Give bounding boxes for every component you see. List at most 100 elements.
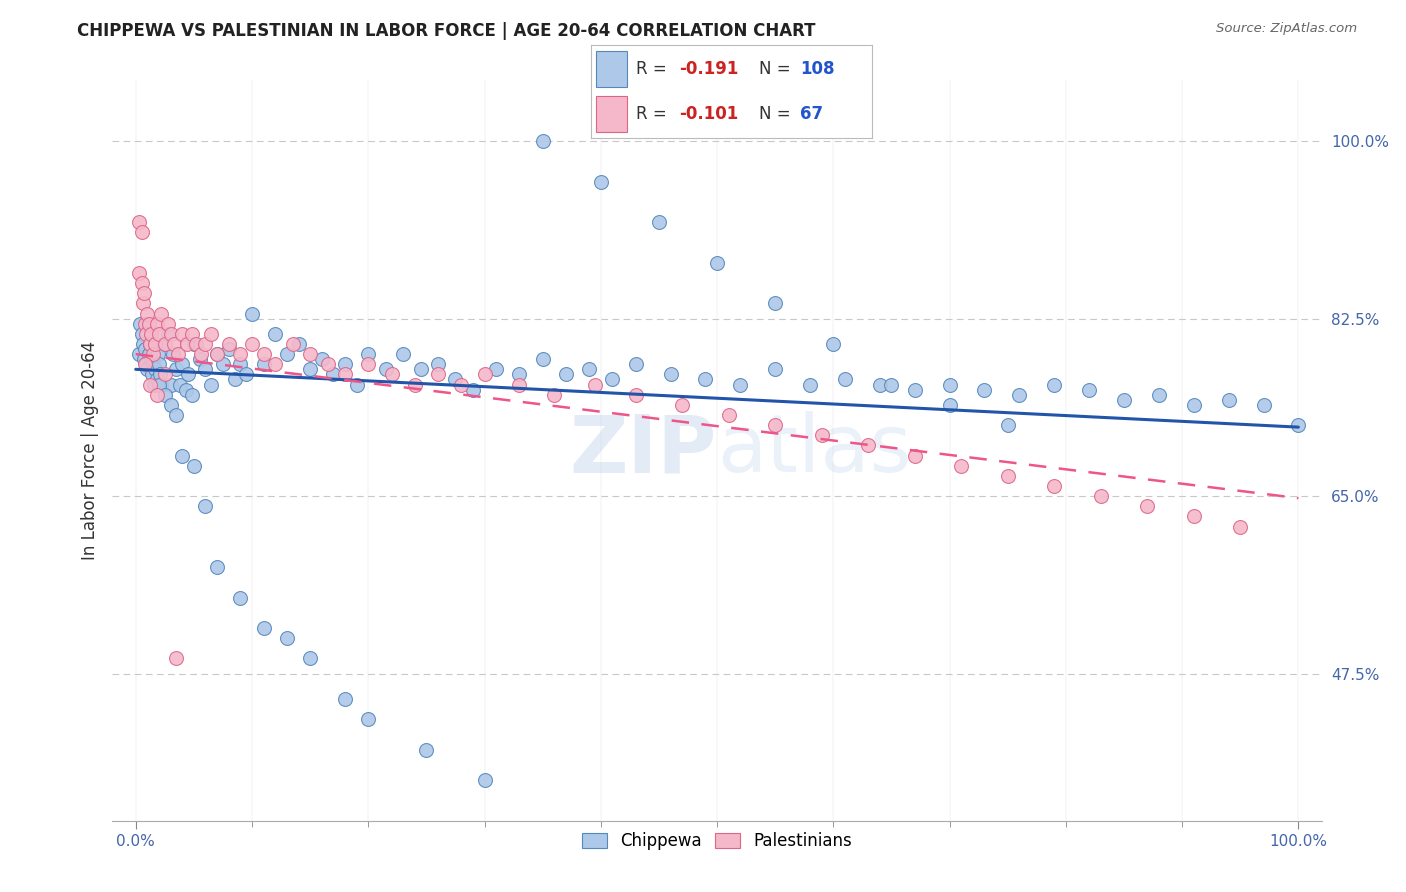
- Point: [357, 357, 380, 371]
- Point: [159, 398, 181, 412]
- Point: [474, 368, 496, 382]
- Point: [671, 398, 693, 412]
- Point: [281, 337, 304, 351]
- Point: [1078, 383, 1101, 397]
- Point: [508, 377, 530, 392]
- Point: [444, 372, 467, 386]
- Text: R =: R =: [636, 105, 672, 123]
- Point: [427, 368, 450, 382]
- Point: [146, 347, 169, 361]
- Point: [149, 368, 172, 382]
- Point: [163, 337, 186, 351]
- Text: -0.191: -0.191: [679, 60, 738, 78]
- Point: [856, 438, 880, 452]
- Point: [450, 377, 472, 392]
- Point: [159, 377, 181, 392]
- Point: [1008, 387, 1031, 401]
- Bar: [596, 51, 627, 87]
- Point: [589, 175, 612, 189]
- Point: [252, 621, 274, 635]
- Point: [763, 296, 786, 310]
- Point: [659, 368, 682, 382]
- Point: [139, 352, 162, 367]
- Point: [229, 347, 252, 361]
- Point: [415, 742, 437, 756]
- Point: [1043, 377, 1066, 392]
- Text: CHIPPEWA VS PALESTINIAN IN LABOR FORCE | AGE 20-64 CORRELATION CHART: CHIPPEWA VS PALESTINIAN IN LABOR FORCE |…: [77, 22, 815, 40]
- Y-axis label: In Labor Force | Age 20-64: In Labor Force | Age 20-64: [80, 341, 98, 560]
- Point: [135, 326, 157, 341]
- Point: [810, 428, 832, 442]
- Text: Source: ZipAtlas.com: Source: ZipAtlas.com: [1216, 22, 1357, 36]
- Point: [134, 357, 156, 371]
- Point: [602, 372, 624, 386]
- Point: [136, 307, 159, 321]
- Point: [180, 326, 202, 341]
- Point: [392, 347, 415, 361]
- Point: [1182, 509, 1205, 524]
- Text: N =: N =: [759, 105, 796, 123]
- Point: [404, 377, 426, 392]
- Point: [1286, 418, 1309, 433]
- Point: [138, 337, 160, 351]
- Point: [205, 347, 228, 361]
- Text: ZIP: ZIP: [569, 411, 717, 490]
- Point: [200, 377, 222, 392]
- Point: [624, 357, 647, 371]
- Legend: Chippewa, Palestinians: Chippewa, Palestinians: [575, 825, 859, 856]
- Point: [138, 377, 160, 392]
- Point: [136, 362, 159, 376]
- Point: [1090, 489, 1112, 503]
- Point: [235, 368, 257, 382]
- Point: [240, 307, 263, 321]
- Point: [138, 347, 160, 361]
- Point: [264, 357, 287, 371]
- Point: [153, 387, 176, 401]
- Point: [145, 387, 167, 401]
- Point: [880, 377, 903, 392]
- Point: [129, 317, 152, 331]
- Point: [172, 326, 194, 341]
- Point: [799, 377, 821, 392]
- Point: [322, 368, 344, 382]
- Point: [132, 296, 153, 310]
- Point: [224, 372, 246, 386]
- Point: [1136, 500, 1159, 514]
- Point: [583, 377, 606, 392]
- Point: [730, 377, 752, 392]
- Point: [1112, 392, 1135, 407]
- Point: [869, 377, 891, 392]
- Point: [357, 347, 380, 361]
- Bar: [596, 96, 627, 132]
- Point: [316, 357, 339, 371]
- Point: [186, 337, 208, 351]
- Point: [172, 357, 194, 371]
- Point: [531, 134, 554, 148]
- Point: [157, 317, 180, 331]
- Point: [624, 387, 647, 401]
- Point: [200, 326, 222, 341]
- Point: [299, 362, 322, 376]
- Point: [131, 226, 153, 240]
- Point: [1182, 398, 1205, 412]
- Point: [1229, 519, 1251, 533]
- Point: [143, 377, 166, 392]
- Point: [169, 377, 191, 392]
- Point: [706, 256, 728, 270]
- Point: [145, 362, 167, 376]
- Point: [461, 383, 484, 397]
- Point: [938, 398, 960, 412]
- Point: [150, 307, 173, 321]
- Point: [229, 591, 252, 605]
- Point: [1218, 392, 1240, 407]
- Point: [150, 377, 173, 392]
- Point: [145, 337, 167, 351]
- Point: [276, 347, 298, 361]
- Point: [357, 712, 380, 726]
- Point: [157, 326, 180, 341]
- Text: 67: 67: [800, 105, 823, 123]
- Point: [194, 362, 217, 376]
- Point: [834, 372, 856, 386]
- Point: [153, 368, 176, 382]
- Point: [148, 357, 170, 371]
